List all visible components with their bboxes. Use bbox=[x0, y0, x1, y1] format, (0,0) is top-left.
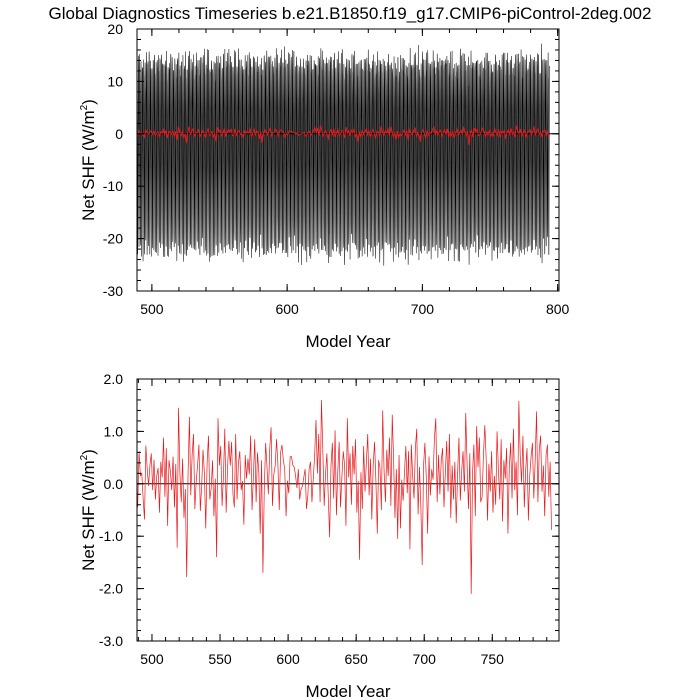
x-tick-label: 600 bbox=[276, 651, 300, 667]
x-tick-label: 800 bbox=[546, 301, 570, 317]
y-tick-label: -2.0 bbox=[99, 581, 123, 597]
y-tick-label: -30 bbox=[103, 283, 123, 299]
chart-title: Global Diagnostics Timeseries b.e21.B185… bbox=[49, 4, 652, 23]
plot-frame bbox=[136, 28, 560, 292]
plot-frame bbox=[136, 378, 560, 642]
y-axis-label-main: Net SHF (W/m bbox=[79, 460, 98, 571]
x-tick-label: 650 bbox=[344, 651, 368, 667]
y-axis-label-close: ) bbox=[79, 99, 98, 105]
annual-panel: -3.0 -2.0 -1.0 0.0 1.0 2.0 500 550 600 650 700 750… bbox=[79, 371, 560, 700]
x-axis-label: Model Year bbox=[305, 332, 390, 351]
monthly-series-line bbox=[136, 43, 550, 266]
y-tick-label: 0 bbox=[115, 126, 123, 142]
y-tick-label: 1.0 bbox=[104, 423, 124, 439]
x-tick-label: 500 bbox=[140, 301, 164, 317]
y-tick-label: -20 bbox=[103, 231, 123, 247]
tick-marks bbox=[137, 28, 559, 292]
x-tick-label: 700 bbox=[413, 651, 437, 667]
y-tick-label: 10 bbox=[107, 73, 123, 89]
y-axis-label-main: Net SHF (W/m bbox=[79, 110, 98, 221]
annual-mean-series-line bbox=[137, 399, 552, 594]
y-tick-label: 20 bbox=[107, 21, 123, 37]
x-tick-label: 600 bbox=[275, 301, 299, 317]
x-tick-label: 700 bbox=[411, 301, 435, 317]
y-tick-label: -1.0 bbox=[99, 528, 123, 544]
y-axis-label: Net SHF (W/m2) bbox=[79, 99, 98, 221]
tick-marks bbox=[137, 378, 559, 642]
y-axis-label-superscript: 2 bbox=[79, 454, 90, 460]
y-tick-label: 2.0 bbox=[104, 371, 124, 387]
annual-mean-overlay-line bbox=[137, 125, 550, 145]
y-tick-label: 0.0 bbox=[104, 476, 124, 492]
x-tick-label: 550 bbox=[208, 651, 232, 667]
y-tick-label: -10 bbox=[103, 178, 123, 194]
y-axis-label-superscript: 2 bbox=[79, 104, 90, 110]
monthly-panel: -30 -20 -10 0 10 20 500 600 700 800 Model Year N… bbox=[79, 21, 570, 351]
x-tick-label: 500 bbox=[140, 651, 164, 667]
y-axis-label: Net SHF (W/m2) bbox=[79, 449, 98, 571]
y-tick-label: -3.0 bbox=[99, 633, 123, 649]
y-axis-label-close: ) bbox=[79, 449, 98, 455]
x-axis-label: Model Year bbox=[305, 682, 390, 700]
x-tick-label: 750 bbox=[481, 651, 505, 667]
